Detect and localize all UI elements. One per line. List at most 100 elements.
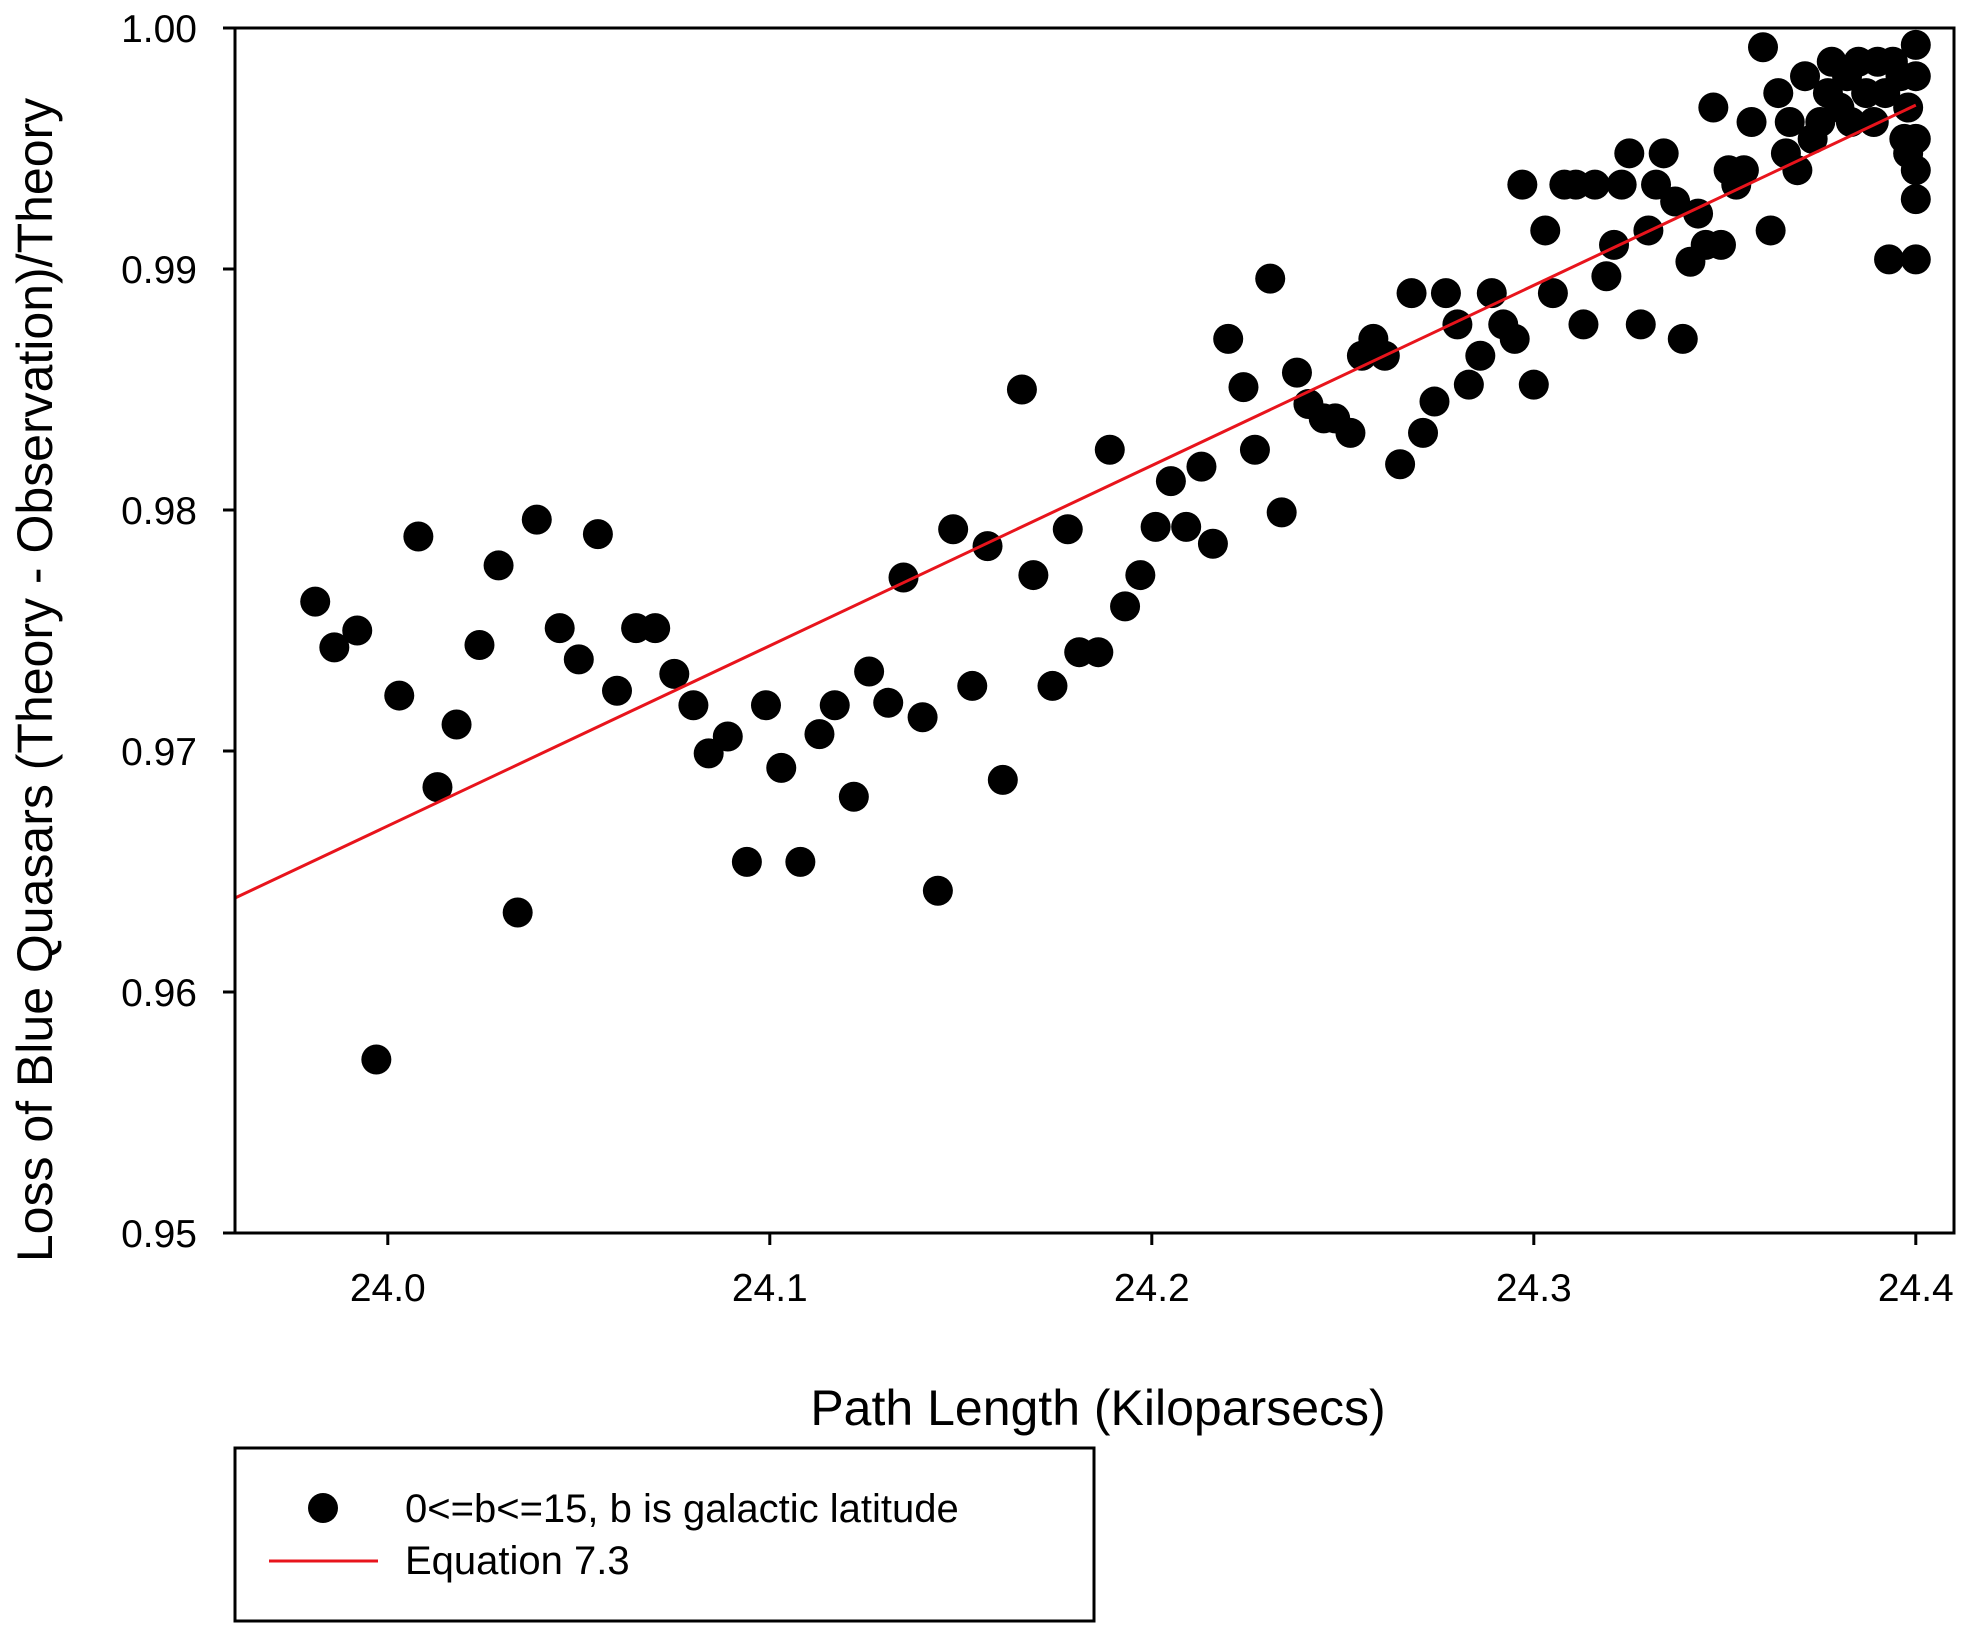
data-point (563, 644, 594, 675)
data-point (785, 846, 816, 877)
data-point (342, 615, 373, 646)
data-point (1606, 169, 1637, 200)
data-point (1006, 374, 1037, 405)
data-point (1499, 323, 1530, 354)
data-point (907, 702, 938, 733)
data-point (1900, 155, 1931, 186)
data-point (1442, 309, 1473, 340)
data-point (1186, 451, 1217, 482)
data-point (1660, 186, 1691, 217)
data-point (1018, 560, 1049, 591)
data-point (819, 690, 850, 721)
data-point (1736, 106, 1767, 137)
data-point (972, 531, 1003, 562)
x-tick-label: 24.1 (732, 1267, 808, 1310)
x-tick-label: 24.4 (1878, 1267, 1954, 1310)
axis-ticks: 24.0 24.1 24.2 24.3 24.4 0.95 0.96 0.97 0.98 0.99… (121, 8, 1954, 1310)
legend-box (233, 1446, 1096, 1623)
data-point (987, 764, 1018, 795)
data-point (1465, 340, 1496, 371)
legend: 0<=b<=15, b is galactic latitude Equatio… (233, 1446, 1096, 1623)
data-point (1281, 357, 1312, 388)
data-point (361, 1044, 392, 1075)
data-point (521, 504, 552, 535)
data-point (319, 632, 350, 663)
data-point (678, 690, 709, 721)
data-point (502, 897, 533, 928)
data-point (544, 613, 575, 644)
data-point (384, 680, 415, 711)
data-point (1705, 229, 1736, 260)
data-point (659, 658, 690, 689)
data-point (1518, 369, 1549, 400)
data-point (1255, 263, 1286, 294)
data-point (1408, 417, 1439, 448)
data-point (1385, 449, 1416, 480)
data-point (1599, 229, 1630, 260)
data-point (582, 519, 613, 550)
data-point (854, 656, 885, 687)
data-point (1507, 169, 1538, 200)
y-axis-title: Loss of Blue Quasars (Theory - Observati… (7, 98, 63, 1262)
data-point (1782, 155, 1813, 186)
fit-line-equation-7-3 (234, 103, 1917, 900)
data-point (1835, 106, 1866, 137)
data-point (1900, 244, 1931, 275)
data-point (1591, 261, 1622, 292)
data-point (1530, 215, 1561, 246)
data-point (712, 721, 743, 752)
y-tick-label: 0.98 (121, 490, 197, 533)
data-point (1774, 106, 1805, 137)
data-point (873, 687, 904, 718)
data-point (804, 719, 835, 750)
x-tick-label: 24.2 (1114, 1267, 1190, 1310)
data-point (1625, 309, 1656, 340)
data-point (766, 752, 797, 783)
data-point (1083, 637, 1114, 668)
data-point (750, 690, 781, 721)
data-point (640, 613, 671, 644)
data-point (403, 521, 434, 552)
data-point (1698, 92, 1729, 123)
plot-marks (234, 29, 1931, 1075)
data-point (1239, 434, 1270, 465)
y-tick-label: 1.00 (121, 8, 197, 51)
data-point (1266, 497, 1297, 528)
data-point (1858, 106, 1889, 137)
y-tick-label: 0.95 (121, 1213, 197, 1256)
plot-frame (233, 26, 1956, 1235)
data-point (1396, 278, 1427, 309)
data-point (1755, 215, 1786, 246)
data-point (1419, 386, 1450, 417)
legend-label-scatter: 0<=b<=15, b is galactic latitude (405, 1487, 959, 1531)
data-point (957, 670, 988, 701)
data-point (602, 675, 632, 706)
data-point (1052, 514, 1083, 545)
data-point (441, 709, 472, 740)
x-axis-title: Path Length (Kiloparsecs) (810, 1380, 1385, 1436)
data-point (1900, 29, 1931, 60)
data-point (1874, 244, 1905, 275)
data-point (1197, 528, 1228, 559)
data-point (1537, 278, 1568, 309)
data-point (1728, 155, 1759, 186)
legend-label-line: Equation 7.3 (405, 1539, 630, 1583)
data-point (1335, 417, 1366, 448)
data-point (1171, 511, 1202, 542)
data-point (1037, 670, 1068, 701)
data-point (731, 846, 762, 877)
y-tick-label: 0.96 (121, 972, 197, 1015)
data-point (1140, 511, 1171, 542)
x-tick-label: 24.0 (350, 1267, 426, 1310)
data-point (1568, 309, 1599, 340)
data-point (1900, 61, 1931, 92)
data-point (483, 550, 514, 581)
data-point (1900, 184, 1931, 215)
data-point (1683, 198, 1714, 229)
y-tick-label: 0.99 (121, 249, 197, 292)
data-point (938, 514, 969, 545)
data-point (1228, 372, 1259, 403)
data-point (1579, 169, 1610, 200)
data-point (1667, 323, 1698, 354)
